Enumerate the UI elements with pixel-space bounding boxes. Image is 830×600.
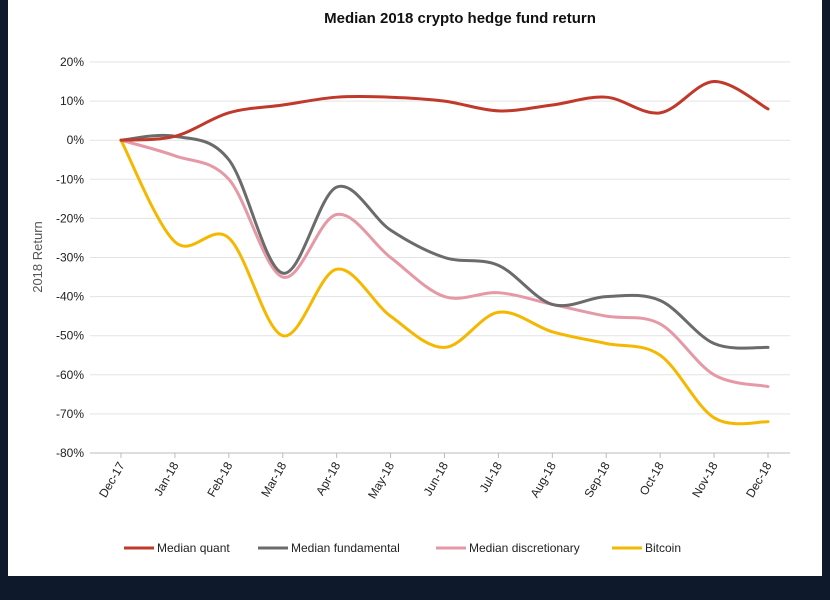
y-tick-label: -60% — [56, 368, 84, 382]
series-line-bitcoin — [119, 138, 770, 426]
legend-label-bitcoin: Bitcoin — [645, 541, 681, 555]
y-tick-label: -40% — [56, 290, 84, 304]
y-axis-ticks: 20% 10% 0% -10% -20% -30% -40% -50% -60% -70% -80% — [56, 55, 84, 460]
y-tick-label: -80% — [56, 446, 84, 460]
x-tick-label: May-18 — [365, 459, 397, 501]
legend-label-median-fundamental: Median fundamental — [291, 541, 400, 555]
x-tick-label: Dec-17 — [96, 459, 128, 500]
series-line-median-fundamental — [119, 133, 770, 350]
legend-label-median-discretionary: Median discretionary — [469, 541, 580, 555]
series-lines — [119, 80, 770, 426]
x-tick-label: Apr-18 — [313, 459, 343, 497]
chart-frame: Median 2018 crypto hedge fund return 20%… — [8, 0, 822, 576]
x-tick-label: Feb-18 — [204, 459, 235, 499]
y-tick-label: 20% — [60, 55, 84, 69]
y-tick-label: -30% — [56, 251, 84, 265]
x-tick-label: Nov-18 — [689, 459, 721, 500]
line-chart: Median 2018 crypto hedge fund return 20%… — [30, 10, 790, 555]
x-tick-label: Jun-18 — [421, 459, 452, 498]
x-tick-label: Aug-18 — [527, 459, 559, 500]
x-tick-label: Oct-18 — [637, 459, 667, 497]
y-tick-label: -50% — [56, 329, 84, 343]
x-tick-label: Mar-18 — [258, 459, 289, 499]
x-tick-label: Jul-18 — [477, 459, 506, 495]
x-tick-label: Sep-18 — [581, 459, 613, 500]
legend-label-median-quant: Median quant — [157, 541, 230, 555]
y-tick-label: -70% — [56, 407, 84, 421]
y-tick-label: 10% — [60, 94, 84, 108]
y-axis-label: 2018 Return — [30, 221, 45, 293]
series-line-median-discretionary — [119, 138, 770, 389]
chart-title: Median 2018 crypto hedge fund return — [324, 10, 596, 27]
x-tick-label: Jan-18 — [151, 459, 182, 498]
x-axis-ticks: Dec-17 Jan-18 Feb-18 Mar-18 Apr-18 May-18 Jun-… — [96, 453, 775, 501]
y-tick-label: -10% — [56, 172, 84, 186]
y-tick-label: 0% — [67, 133, 85, 147]
series-line-median-quant — [119, 80, 770, 142]
x-tick-label: Dec-18 — [743, 459, 775, 500]
legend: Median quant Median fundamental Median dis… — [124, 541, 681, 555]
y-tick-label: -20% — [56, 211, 84, 225]
